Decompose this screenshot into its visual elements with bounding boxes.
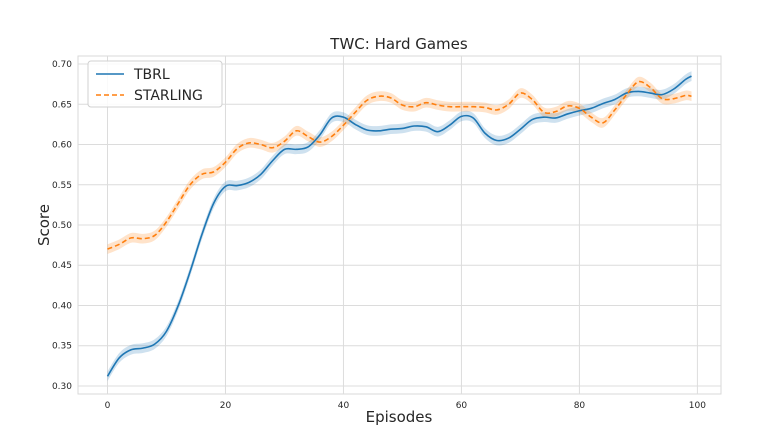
y-tick-label: 0.50 <box>52 221 72 231</box>
x-tick-label: 80 <box>574 401 586 411</box>
y-axis-label: Score <box>35 204 53 246</box>
y-tick-label: 0.65 <box>52 100 72 110</box>
x-tick-label: 20 <box>220 401 232 411</box>
y-tick-label: 0.30 <box>52 382 72 392</box>
legend-label-tbrl: TBRL <box>133 67 170 83</box>
chart-title: TWC: Hard Games <box>329 35 468 53</box>
confidence-bands <box>107 71 692 382</box>
series-lines <box>106 75 692 377</box>
band-starling <box>107 76 692 254</box>
y-tick-label: 0.45 <box>52 261 72 271</box>
x-axis-label: Episodes <box>366 408 433 426</box>
line-starling <box>107 80 692 250</box>
y-tick-labels: 0.30 0.35 0.40 0.45 0.50 0.55 0.60 0.65 0.70 <box>52 60 72 392</box>
x-tick-label: 40 <box>338 401 350 411</box>
y-tick-label: 0.70 <box>52 60 72 70</box>
x-tick-label: 60 <box>456 401 468 411</box>
line-tbrl <box>106 75 692 377</box>
legend: TBRL STARLING <box>87 60 223 108</box>
band-tbrl <box>107 71 692 382</box>
legend-label-starling: STARLING <box>134 88 203 104</box>
x-tick-label: 0 <box>105 401 111 411</box>
y-tick-label: 0.40 <box>52 301 72 311</box>
x-tick-labels: 0 20 40 60 80 100 <box>105 401 707 411</box>
y-tick-label: 0.55 <box>52 181 72 191</box>
y-tick-label: 0.60 <box>52 141 72 151</box>
x-tick-label: 100 <box>689 401 706 411</box>
y-tick-label: 0.35 <box>52 342 72 352</box>
